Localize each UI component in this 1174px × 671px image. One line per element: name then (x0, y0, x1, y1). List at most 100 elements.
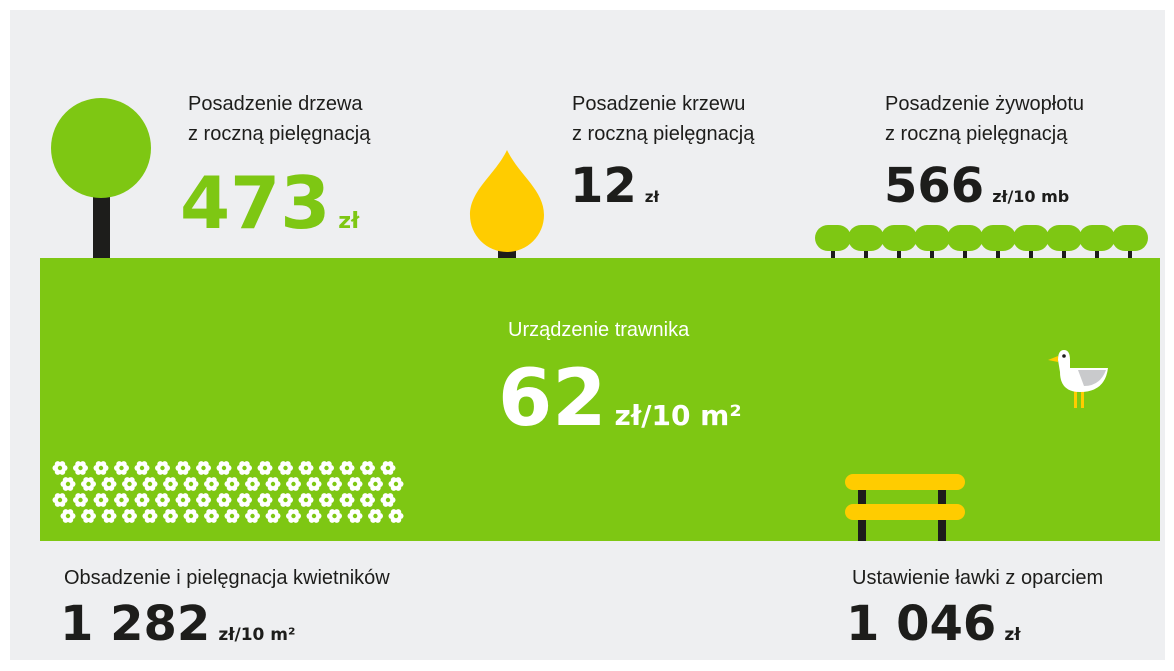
value: 1 282 (60, 596, 210, 652)
flower-center (250, 514, 254, 518)
hedge-bush (1046, 225, 1082, 251)
value: 566 (884, 158, 984, 214)
flower-center (189, 482, 193, 486)
flower-center (345, 498, 349, 502)
flower-center (394, 514, 398, 518)
flower-center (99, 498, 103, 502)
value: 62 (498, 354, 607, 444)
flower-center (140, 466, 144, 470)
label: Urządzenie trawnika (508, 319, 690, 341)
label: z roczną pielęgnacją (572, 123, 755, 145)
flower-center (353, 514, 357, 518)
flower-center (209, 514, 213, 518)
flower-center (353, 482, 357, 486)
flower-center (283, 498, 287, 502)
flower-center (386, 466, 390, 470)
flower-center (107, 514, 111, 518)
flower-center (365, 498, 369, 502)
flower-center (201, 498, 205, 502)
flower-center (127, 482, 131, 486)
flower-center (263, 466, 267, 470)
flower-center (394, 482, 398, 486)
flower-center (58, 466, 62, 470)
flower-center (119, 466, 123, 470)
flower-center (181, 466, 185, 470)
flower-center (304, 498, 308, 502)
flower-center (386, 498, 390, 502)
flower-center (291, 514, 295, 518)
flower-center (119, 498, 123, 502)
flower-center (312, 514, 316, 518)
unit: zł/10 mb (992, 187, 1069, 206)
unit: zł (1004, 625, 1021, 645)
flower-center (168, 514, 172, 518)
flower-center (312, 482, 316, 486)
flower-center (373, 482, 377, 486)
flower-center (230, 514, 234, 518)
flower-center (201, 466, 205, 470)
flower-center (263, 498, 267, 502)
unit: zł/10 m² (218, 625, 295, 645)
label: Ustawienie ławki z oparciem (852, 567, 1103, 589)
flower-center (291, 482, 295, 486)
value: 473 (180, 161, 330, 245)
flower-center (242, 498, 246, 502)
flower-center (283, 466, 287, 470)
hedge-bush (980, 225, 1016, 251)
flower-center (181, 498, 185, 502)
flower-center (160, 498, 164, 502)
label: Posadzenie krzewu (572, 93, 745, 115)
infographic: Posadzenie drzewa z roczną pielęgnacją 4… (0, 0, 1174, 671)
flower-center (271, 482, 275, 486)
flower-center (222, 498, 226, 502)
value: 1 046 (846, 596, 996, 652)
label: Posadzenie drzewa (188, 93, 363, 115)
flower-center (345, 466, 349, 470)
hedge-bush (1112, 225, 1148, 251)
label: z roczną pielęgnacją (188, 123, 371, 145)
flower-center (99, 466, 103, 470)
unit: zł (338, 209, 360, 234)
hedge-bush (947, 225, 983, 251)
flower-center (271, 514, 275, 518)
flower-center (230, 482, 234, 486)
flower-center (324, 466, 328, 470)
flower-center (365, 466, 369, 470)
flower-center (86, 514, 90, 518)
hedge-bush (914, 225, 950, 251)
label: Obsadzenie i pielęgnacja kwietników (64, 567, 390, 589)
flower-center (148, 482, 152, 486)
flower-center (107, 482, 111, 486)
unit: zł/10 m² (615, 399, 742, 432)
hedge-bush (1013, 225, 1049, 251)
flower-center (140, 498, 144, 502)
flower-center (148, 514, 152, 518)
flower-center (332, 482, 336, 486)
flower-center (324, 498, 328, 502)
flower-center (78, 466, 82, 470)
label: Posadzenie żywopłotu (885, 93, 1084, 115)
hedge-bush (881, 225, 917, 251)
flower-center (127, 514, 131, 518)
label: z roczną pielęgnacją (885, 123, 1068, 145)
unit: zł (645, 188, 660, 206)
flower-center (78, 498, 82, 502)
flower-center (66, 482, 70, 486)
flower-center (58, 498, 62, 502)
hedge-bush (815, 225, 851, 251)
flower-center (250, 482, 254, 486)
flower-center (373, 514, 377, 518)
hedge-bush (848, 225, 884, 251)
flower-center (304, 466, 308, 470)
flower-center (222, 466, 226, 470)
flower-center (160, 466, 164, 470)
flower-center (86, 482, 90, 486)
flower-center (332, 514, 336, 518)
value: 12 (570, 158, 637, 214)
flower-center (209, 482, 213, 486)
flower-center (66, 514, 70, 518)
flower-center (189, 514, 193, 518)
hedge-bush (1079, 225, 1115, 251)
flower-center (242, 466, 246, 470)
flower-center (168, 482, 172, 486)
